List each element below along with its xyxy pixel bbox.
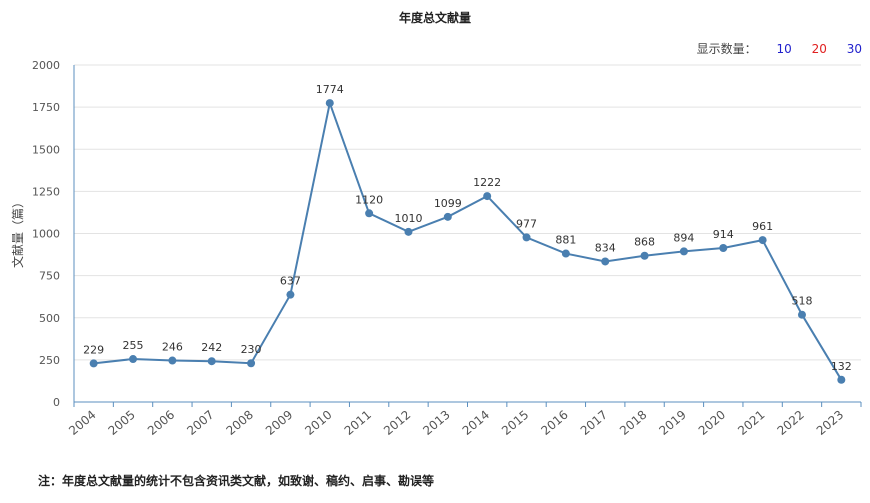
count-option-20[interactable]: 20 (811, 42, 827, 56)
data-point-2022 (797, 310, 806, 319)
data-label-2009: 637 (280, 275, 301, 288)
x-tick-label-2012: 2012 (381, 408, 413, 438)
data-label-2012: 1010 (394, 212, 422, 225)
data-label-2007: 242 (201, 341, 222, 354)
y-tick-label-1000: 1000 (32, 228, 60, 241)
x-tick-label-2016: 2016 (538, 408, 570, 438)
data-point-2016 (561, 249, 570, 258)
data-point-2011 (365, 209, 374, 218)
data-point-2009 (286, 290, 295, 299)
y-tick-label-1500: 1500 (32, 143, 60, 156)
data-label-2005: 255 (123, 339, 144, 352)
data-label-2010: 1774 (316, 83, 344, 96)
data-label-2021: 961 (752, 220, 773, 233)
data-point-2013 (443, 212, 452, 221)
y-tick-label-1250: 1250 (32, 185, 60, 198)
data-label-2017: 834 (595, 241, 616, 254)
data-label-2016: 881 (555, 234, 576, 247)
x-tick-label-2014: 2014 (460, 408, 492, 438)
x-tick-label-2022: 2022 (775, 408, 807, 438)
data-label-2013: 1099 (434, 197, 462, 210)
footnote: 注：年度总文献量的统计不包含资讯类文献，如致谢、稿约、启事、勘误等 (38, 474, 435, 488)
x-tick-label-2007: 2007 (184, 408, 216, 438)
data-point-2014 (483, 192, 492, 201)
count-option-10[interactable]: 10 (776, 42, 792, 56)
x-tick-label-2013: 2013 (420, 408, 452, 438)
y-tick-label-0: 0 (53, 396, 60, 409)
data-label-2019: 894 (673, 231, 694, 244)
y-tick-label-500: 500 (39, 312, 60, 325)
y-tick-label-1750: 1750 (32, 101, 60, 114)
data-label-2020: 914 (713, 228, 734, 241)
data-point-2019 (679, 247, 688, 256)
x-tick-label-2011: 2011 (342, 408, 374, 438)
chart-title: 年度总文献量 (398, 11, 471, 25)
count-selector: 显示数量： 10 20 30 (697, 40, 862, 57)
data-label-2022: 518 (791, 295, 812, 308)
data-label-2014: 1222 (473, 176, 501, 189)
data-label-2018: 868 (634, 236, 655, 249)
x-tick-label-2006: 2006 (145, 408, 177, 438)
x-tick-label-2004: 2004 (66, 408, 98, 438)
data-point-2004 (89, 359, 98, 368)
x-tick-label-2010: 2010 (302, 408, 334, 438)
x-tick-label-2023: 2023 (814, 408, 846, 438)
y-axis-title: 文献量（篇） (10, 196, 25, 268)
data-label-2011: 1120 (355, 193, 383, 206)
x-tick-label-2008: 2008 (224, 408, 256, 438)
data-label-2004: 229 (83, 343, 104, 356)
data-point-2020 (719, 243, 728, 252)
data-label-2006: 246 (162, 341, 183, 354)
data-point-2023 (837, 375, 846, 384)
data-point-2008 (247, 359, 256, 368)
x-tick-label-2020: 2020 (696, 408, 728, 438)
data-point-2021 (758, 236, 767, 245)
x-tick-label-2021: 2021 (735, 408, 767, 438)
y-tick-label-750: 750 (39, 270, 60, 283)
data-point-2015 (522, 233, 531, 242)
x-tick-label-2017: 2017 (578, 408, 610, 438)
data-label-2015: 977 (516, 217, 537, 230)
y-tick-label-2000: 2000 (32, 59, 60, 72)
x-tick-label-2009: 2009 (263, 408, 295, 438)
x-tick-label-2019: 2019 (656, 408, 688, 438)
data-label-2008: 230 (241, 343, 262, 356)
data-point-2010 (325, 99, 334, 108)
y-tick-label-250: 250 (39, 354, 60, 367)
count-option-30[interactable]: 30 (846, 42, 862, 56)
data-point-2007 (207, 357, 216, 366)
data-point-2005 (129, 355, 138, 364)
data-point-2012 (404, 227, 413, 236)
series-line (93, 99, 843, 381)
x-tick-label-2015: 2015 (499, 408, 531, 438)
data-label-2023: 132 (831, 360, 852, 373)
data-point-2018 (640, 251, 649, 260)
data-point-2017 (601, 257, 610, 266)
x-tick-label-2018: 2018 (617, 408, 649, 438)
x-tick-label-2005: 2005 (106, 408, 138, 438)
data-point-2006 (168, 356, 177, 365)
count-selector-label: 显示数量： (696, 42, 757, 56)
